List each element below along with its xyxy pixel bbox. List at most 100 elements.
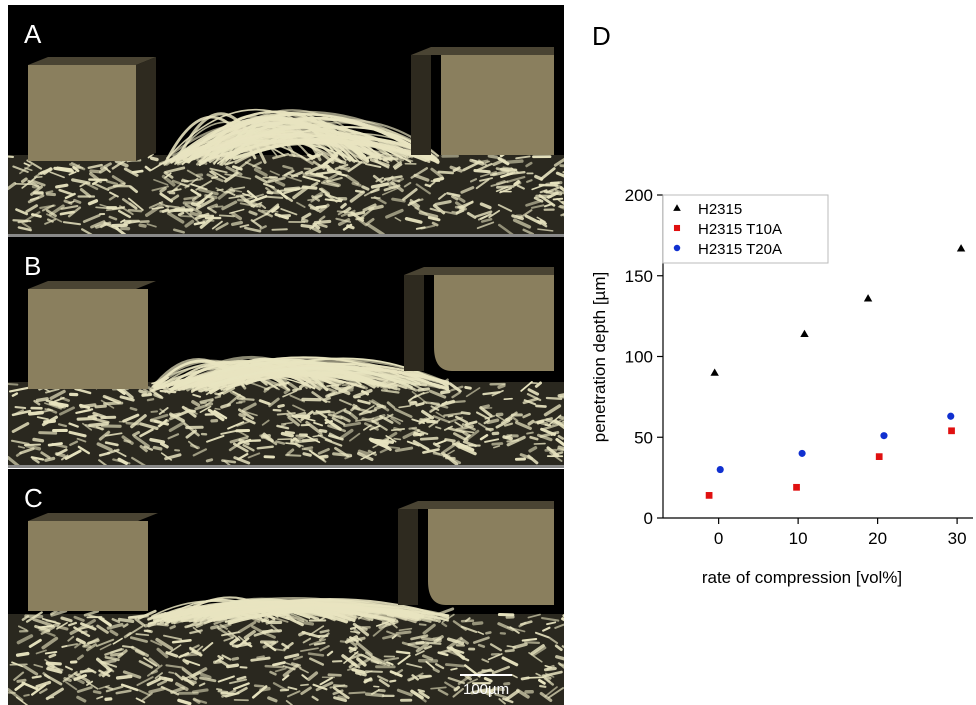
fiber-strand — [21, 222, 32, 230]
fiber-strand — [117, 649, 128, 659]
fiber-strand — [504, 689, 520, 702]
fiber-strand — [221, 654, 232, 661]
fiber-strand — [139, 428, 154, 438]
fiber-strand — [272, 408, 282, 412]
fiber-strand — [180, 179, 189, 183]
fiber-strand — [276, 424, 290, 430]
fiber-strand — [62, 221, 81, 226]
fiber-strand — [451, 442, 459, 446]
fiber-strand — [14, 182, 33, 186]
fiber-strand — [138, 223, 147, 228]
fiber-strand — [241, 410, 258, 417]
fiber-strand — [252, 161, 263, 168]
fiber-strand — [283, 194, 294, 202]
legend-marker — [673, 244, 681, 252]
fiber-strand — [217, 186, 234, 200]
fiber-strand — [482, 407, 493, 410]
fiber-strand — [452, 166, 461, 173]
fiber-strand — [370, 419, 388, 431]
fiber-strand — [560, 212, 564, 217]
fiber-strand — [311, 226, 322, 234]
fiber-strand — [132, 430, 141, 437]
fiber-strand — [174, 121, 343, 164]
fiber-strand — [453, 432, 469, 442]
fiber-strand — [491, 442, 504, 446]
fiber-strand — [60, 396, 71, 402]
fiber-strand — [11, 409, 32, 417]
fiber-strand — [444, 663, 466, 668]
fiber-strand — [25, 611, 43, 623]
fiber-strand — [236, 397, 255, 401]
fiber-strand — [156, 647, 169, 659]
fiber-strand — [147, 153, 154, 159]
fiber-strand — [447, 636, 463, 650]
fiber-strand — [237, 637, 250, 648]
fiber-strand — [76, 686, 93, 693]
fiber-strand — [200, 401, 207, 405]
fiber-strand — [282, 663, 299, 677]
y-axis-label: penetration depth [µm] — [590, 272, 609, 442]
fiber-strand — [213, 659, 222, 665]
fiber-strand — [179, 215, 192, 218]
fiber-strand — [505, 417, 513, 422]
fiber-strand — [428, 419, 441, 428]
fiber-strand — [506, 439, 520, 443]
fiber-strand — [432, 636, 441, 640]
x-axis-label: rate of compression [vol%] — [702, 568, 902, 587]
fiber-strand — [457, 442, 475, 452]
fiber-strand — [446, 192, 461, 197]
fiber-strand — [413, 392, 425, 399]
fiber-strand — [515, 155, 531, 160]
fiber-strand — [441, 399, 456, 407]
fiber-strand — [287, 415, 300, 427]
fiber-strand — [194, 402, 214, 411]
fiber-strand — [199, 676, 217, 683]
fiber-strand — [100, 162, 112, 170]
fiber-strand — [534, 174, 544, 181]
fiber-strand — [284, 653, 300, 660]
fiber-strand — [130, 636, 148, 643]
fiber-strand — [511, 415, 519, 422]
fiber-strand — [121, 645, 135, 649]
fiber-strand — [458, 429, 475, 434]
fiber-strand — [370, 182, 389, 189]
fiber-strand — [177, 211, 185, 217]
fiber-strand — [522, 412, 531, 419]
fiber-strand — [528, 446, 538, 453]
fiber-strand — [131, 456, 146, 465]
fiber-strand — [419, 436, 439, 441]
fiber-strand — [409, 198, 421, 208]
fiber-strand — [69, 163, 86, 171]
fiber-strand — [301, 438, 319, 443]
fiber-strand — [191, 400, 201, 407]
fiber-strand — [120, 219, 126, 223]
fiber-strand — [350, 404, 358, 412]
fiber-strand — [559, 395, 564, 399]
fiber-strand — [384, 413, 394, 420]
fiber-strand — [494, 693, 509, 700]
fiber-strand — [122, 623, 129, 628]
fiber-strand — [41, 636, 59, 650]
fiber-strand — [492, 686, 506, 692]
fiber-strand — [158, 676, 174, 682]
fiber-strand — [261, 209, 279, 213]
fiber-strand — [79, 188, 92, 198]
fiber-strand — [19, 447, 35, 455]
fiber-strand — [398, 627, 413, 632]
fiber-strand — [260, 433, 271, 439]
fiber-strand — [285, 700, 293, 705]
fiber-strand — [434, 439, 447, 446]
fiber-strand — [130, 414, 147, 429]
fiber-strand — [396, 688, 413, 697]
fiber-strand — [377, 688, 386, 693]
fiber-strand — [523, 399, 537, 406]
fiber-strand — [40, 451, 51, 459]
fiber-strand — [138, 389, 147, 395]
fiber-strand — [8, 181, 17, 191]
fiber-strand — [343, 421, 362, 428]
scale-bar-label: 100µm — [463, 681, 510, 698]
fiber-strand — [175, 682, 189, 691]
fiber-strand — [120, 387, 134, 400]
fiber-strand — [346, 388, 354, 392]
fiber-strand — [385, 435, 397, 443]
